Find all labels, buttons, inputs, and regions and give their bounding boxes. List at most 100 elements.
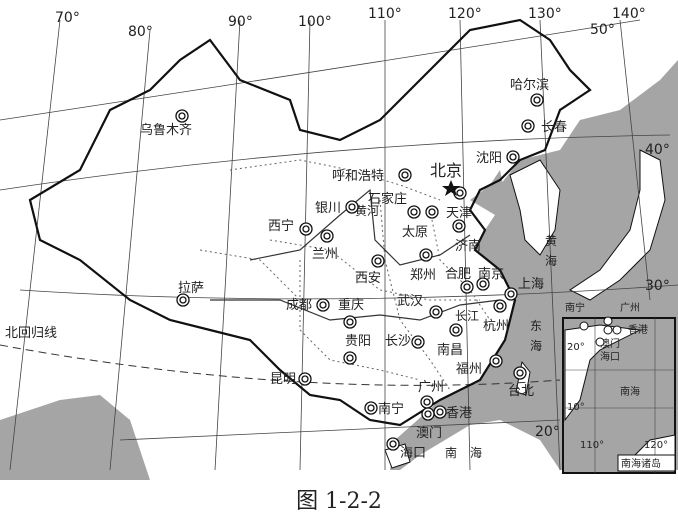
city-label: 香港	[446, 406, 472, 421]
city-circle-icon	[452, 219, 466, 233]
city-marker: 上海	[504, 277, 544, 301]
yangtze-river	[210, 299, 501, 321]
city-circle-icon	[496, 302, 504, 310]
inset-lat-label: 20°	[567, 342, 585, 353]
city-circle-icon	[301, 375, 309, 383]
water-label: 南	[445, 445, 457, 460]
city-marker: 兰州	[312, 229, 338, 262]
province-borders	[199, 159, 491, 391]
south-china-sea-inset: 南海诸岛 南宁 广州 香港 澳门 海口 南海 20° 10° 110° 120°	[562, 301, 676, 474]
longitude-label: 130°	[528, 6, 562, 22]
inset-sea-label: 南海	[620, 385, 640, 398]
tropic-of-cancer-line	[0, 344, 561, 386]
city-label: 乌鲁木齐	[140, 122, 192, 138]
inset-title: 南海诸岛	[621, 457, 661, 470]
city-circle-icon	[346, 318, 354, 326]
water-label: 海	[530, 338, 542, 353]
inset-lat-label: 10°	[567, 402, 585, 413]
city-circle-icon	[507, 290, 515, 298]
latitude-label: 20°	[535, 424, 560, 440]
inset-city-circle-icon	[595, 337, 605, 347]
city-circle-icon	[320, 229, 334, 243]
city-label: 西宁	[268, 218, 294, 234]
southwest-sea	[0, 395, 150, 480]
inset-lon-label: 110°	[580, 440, 604, 451]
longitude-label: 80°	[128, 24, 153, 40]
city-circle-icon	[460, 280, 474, 294]
city-marker: 济南	[452, 219, 481, 254]
water-label: 长江	[455, 309, 479, 323]
city-marker: 郑州	[410, 248, 436, 283]
city-circle-icon	[364, 401, 378, 415]
longitude-label: 140°	[612, 6, 646, 22]
city-marker: 澳门	[416, 407, 442, 441]
city-circle-icon	[323, 232, 331, 240]
city-marker: 成都	[286, 298, 330, 313]
city-marker: 哈尔滨	[510, 77, 549, 107]
city-marker: 乌鲁木齐	[140, 109, 192, 138]
inset-city-label: 广州	[620, 302, 640, 314]
figure-caption: 图 1-2-2	[296, 489, 382, 514]
city-label: 呼和浩特	[332, 169, 384, 184]
city-label: 长春	[541, 120, 567, 135]
city-label: 成都	[286, 298, 312, 313]
city-circle-icon	[386, 437, 400, 451]
longitude-label: 110°	[368, 6, 402, 22]
city-circle-icon	[424, 410, 432, 418]
water-label: 黄河	[355, 204, 379, 218]
city-marker: 拉萨	[176, 281, 204, 307]
city-circle-icon	[421, 407, 435, 421]
inset-city-label: 香港	[628, 324, 648, 336]
yellow-river	[249, 188, 471, 266]
city-marker: 香港	[433, 405, 472, 421]
city-circle-icon	[433, 405, 447, 419]
city-circle-icon	[506, 150, 520, 164]
city-circle-icon	[371, 254, 385, 268]
city-label: 南宁	[378, 401, 404, 417]
city-label: 南昌	[437, 342, 463, 358]
city-circle-icon	[316, 298, 330, 312]
city-circle-icon	[449, 323, 463, 337]
longitude-label: 70°	[55, 10, 80, 26]
city-circle-icon	[422, 251, 430, 259]
city-marker: 南宁	[364, 401, 404, 417]
inset-city-circle-icon	[612, 325, 622, 335]
city-label: 重庆	[338, 297, 364, 313]
city-circle-icon	[374, 257, 382, 265]
city-circle-icon	[401, 171, 409, 179]
city-marker: 贵阳	[343, 334, 371, 365]
city-circle-icon	[179, 296, 187, 304]
capital-label: 北京	[430, 161, 462, 180]
city-marker: 呼和浩特	[332, 168, 412, 184]
city-circle-icon	[389, 440, 397, 448]
city-circle-icon	[428, 208, 436, 216]
city-label: 贵阳	[345, 334, 371, 349]
city-circle-icon	[425, 205, 439, 219]
city-marker: 太原	[402, 205, 439, 240]
city-circle-icon	[533, 96, 541, 104]
city-circle-icon	[493, 299, 507, 313]
city-marker: 杭州	[483, 299, 509, 334]
city-circle-icon	[176, 293, 190, 307]
city-circle-icon	[436, 408, 444, 416]
city-marker: 福州	[456, 354, 503, 377]
city-circle-icon	[479, 280, 487, 288]
city-marker: 南京	[476, 266, 504, 291]
city-circle-icon	[410, 208, 418, 216]
city-marker: 石家庄	[368, 191, 421, 219]
city-label: 南京	[478, 266, 504, 282]
city-label: 石家庄	[368, 191, 407, 207]
latitude-label: 50°	[590, 22, 615, 38]
longitude-label: 90°	[228, 14, 253, 30]
city-marker: 海口	[386, 437, 426, 461]
city-marker: 沈阳	[476, 150, 520, 166]
water-label: 东	[530, 319, 542, 333]
city-label: 太原	[402, 225, 428, 240]
city-label: 济南	[455, 238, 481, 254]
city-circle-icon	[423, 398, 431, 406]
city-circle-icon	[463, 283, 471, 291]
capital-star-icon	[442, 180, 460, 196]
city-circle-icon	[476, 277, 490, 291]
city-marker: 武汉	[397, 294, 443, 319]
